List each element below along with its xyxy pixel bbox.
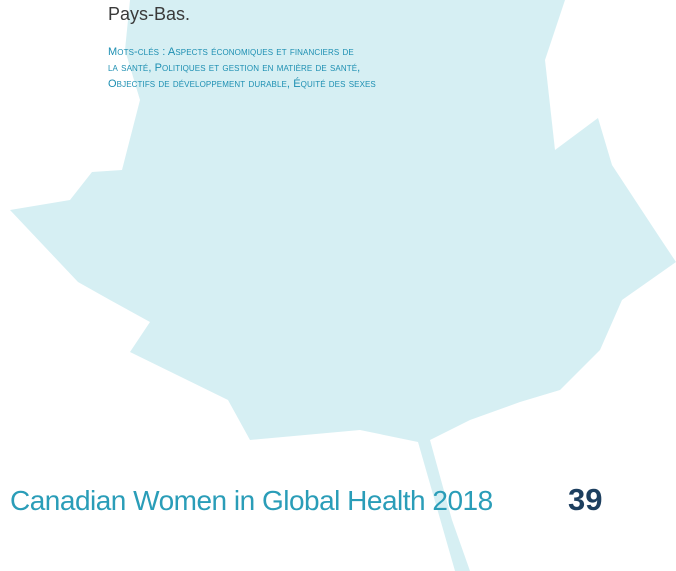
footer-title: Canadian Women in Global Health 2018 [10, 485, 493, 517]
keywords-line: la santé, Politiques et gestion en matiè… [108, 62, 360, 74]
keywords-line: Objectifs de développement durable, Équi… [108, 78, 376, 90]
page: Pays-Bas. Mots-clés : Aspects économique… [0, 0, 676, 571]
body-text: Pays-Bas. [108, 4, 190, 25]
keywords-line: Mots-clés : Aspects économiques et finan… [108, 46, 354, 58]
page-number: 39 [568, 482, 602, 518]
